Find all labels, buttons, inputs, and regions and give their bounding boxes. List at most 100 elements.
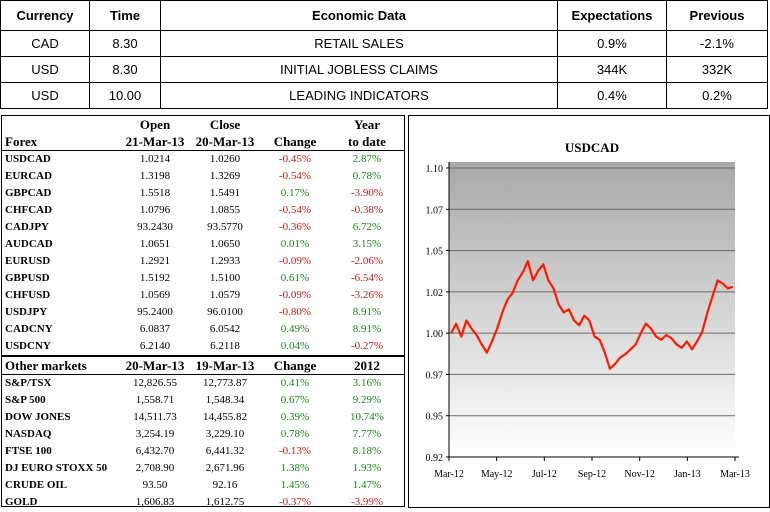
instrument-name: EURUSD: [5, 255, 51, 267]
instrument-name: CADCNY: [5, 323, 53, 335]
econ-header-expectations: Expectations: [557, 0, 667, 31]
forex-row: CADJPY 93.2430 93.5770 -0.36% 6.72%: [2, 219, 404, 236]
x-tick-label: Nov-12: [624, 469, 655, 480]
change-value: -0.80%: [278, 306, 312, 318]
instrument-name: CADJPY: [5, 221, 49, 233]
change-value: -0.36%: [278, 221, 312, 233]
forex-head-blank: [2, 116, 120, 133]
forex-row: CADCNY 6.0837 6.0542 0.49% 8.91%: [2, 321, 404, 338]
ytd-value: 0.78%: [352, 170, 382, 182]
other-market-row: S&P 500 1,558.71 1,548.34 0.67% 9.29%: [2, 392, 404, 409]
instrument-name: DOW JONES: [5, 411, 71, 423]
ytd-value: 8.91%: [352, 323, 382, 335]
forex-head-close: Close: [209, 117, 241, 132]
instrument-name: USDCNY: [5, 340, 51, 352]
usdcad-series-line: [450, 260, 734, 370]
forex-row: CHFUSD 1.0569 1.0579 -0.09% -3.26%: [2, 287, 404, 304]
ytd-value: -3.90%: [350, 187, 384, 199]
other-head-date1: 20-Mar-13: [120, 355, 190, 375]
econ-row: USD 8.30 INITIAL JOBLESS CLAIMS 344K 332K: [0, 56, 768, 83]
instrument-name: NASDAQ: [5, 428, 52, 440]
x-tick-label: Jul-12: [532, 469, 557, 480]
change-value: 0.49%: [280, 323, 310, 335]
instrument-name: S&P/TSX: [5, 377, 52, 389]
close-value: 1.0650: [209, 238, 241, 250]
instrument-name: CHFCAD: [5, 204, 53, 216]
forex-head-open-date: 21-Mar-13: [120, 133, 190, 151]
econ-time: 8.30: [89, 30, 161, 57]
instrument-name: FTSE 100: [5, 445, 52, 457]
y-axis-ticks: 1.10 1.07 1.05 1.02 1.00 0.97 0.95 0.92: [426, 164, 449, 464]
forex-head-open: Open: [139, 117, 171, 132]
forex-head-change: Change: [260, 133, 330, 151]
econ-expectations: 344K: [557, 56, 667, 83]
forex-head-close-date: 20-Mar-13: [190, 133, 260, 151]
forex-row: CHFCAD 1.0796 1.0855 -0.54% -0.38%: [2, 202, 404, 219]
change-value: -0.54%: [278, 170, 312, 182]
close-value: 93.5770: [207, 221, 243, 233]
forex-header-row-2: Forex 21-Mar-13 20-Mar-13 Change to date: [2, 133, 404, 151]
close-value: 1.5491: [209, 187, 241, 199]
forex-row: EURUSD 1.2921 1.2933 -0.09% -2.06%: [2, 253, 404, 270]
other-market-row: GOLD 1,606.83 1,612.75 -0.37% -3.99%: [2, 494, 404, 506]
ytd-value: 10.74%: [350, 411, 384, 423]
ytd-value: 6.72%: [352, 221, 382, 233]
other-market-row: DOW JONES 14,511.73 14,455.82 0.39% 10.74%: [2, 409, 404, 426]
econ-previous: 0.2%: [666, 82, 768, 109]
econ-expectations: 0.4%: [557, 82, 667, 109]
close-value: 6.0542: [209, 323, 241, 335]
close-value: 3,229.10: [205, 428, 245, 440]
open-value: 6.0837: [139, 323, 171, 335]
markets-table: Open Close Year Forex 21-Mar-13 20-Mar-1…: [2, 116, 404, 506]
econ-header-previous: Previous: [666, 0, 768, 31]
ytd-value: -6.54%: [350, 272, 384, 284]
ytd-value: 9.29%: [352, 394, 382, 406]
change-value: 0.17%: [280, 187, 310, 199]
close-value: 1.5100: [209, 272, 241, 284]
change-value: 0.67%: [280, 394, 310, 406]
econ-currency: USD: [0, 56, 90, 83]
open-value: 1.0651: [139, 238, 171, 250]
econ-header-time: Time: [89, 0, 161, 31]
forex-head-year: Year: [354, 117, 380, 132]
change-value: 0.61%: [280, 272, 310, 284]
instrument-name: USDCAD: [5, 153, 51, 165]
close-value: 96.0100: [207, 306, 243, 318]
close-value: 14,455.82: [203, 411, 247, 423]
other-market-row: DJ EURO STOXX 50 2,708.90 2,671.96 1.38% 1.9…: [2, 460, 404, 477]
other-head-year: 2012: [330, 355, 404, 375]
econ-currency: CAD: [0, 30, 90, 57]
other-head-title: Other markets: [2, 355, 120, 375]
close-value: 1.3269: [209, 170, 241, 182]
change-value: 0.04%: [280, 340, 310, 352]
close-value: 1.2933: [209, 255, 241, 267]
instrument-name: CHFUSD: [5, 289, 51, 301]
econ-time: 10.00: [89, 82, 161, 109]
change-value: 0.01%: [280, 238, 310, 250]
economic-data-table: Currency Time Economic Data Expectations…: [0, 0, 768, 109]
open-value: 93.50: [142, 479, 168, 491]
econ-row: CAD 8.30 RETAIL SALES 0.9% -2.1%: [0, 30, 768, 57]
change-value: -0.45%: [278, 153, 312, 165]
ytd-value: -0.38%: [350, 204, 384, 216]
y-tick-label: 0.92: [426, 453, 444, 464]
other-market-row: CRUDE OIL 93.50 92.16 1.45% 1.47%: [2, 477, 404, 494]
other-head-date2: 19-Mar-13: [190, 355, 260, 375]
instrument-name: GBPCAD: [5, 187, 52, 199]
change-value: 0.39%: [280, 411, 310, 423]
econ-header-data: Economic Data: [160, 0, 558, 31]
close-value: 92.16: [212, 479, 238, 491]
other-market-row: NASDAQ 3,254.19 3,229.10 0.78% 7.77%: [2, 426, 404, 443]
change-value: -0.13%: [278, 445, 312, 457]
change-value: 0.78%: [280, 428, 310, 440]
open-value: 93.2430: [137, 221, 173, 233]
close-value: 12,773.87: [203, 377, 247, 389]
ytd-value: 2.87%: [352, 153, 382, 165]
instrument-name: EURCAD: [5, 170, 53, 182]
x-tick-label: May-12: [481, 469, 513, 480]
usdcad-chart-panel: USDCAD 1.10 1.07 1.05 1.02 1.00 0.97 0.95 0.92 …: [408, 115, 770, 508]
x-tick-label: Mar-13: [720, 469, 750, 480]
econ-header-currency: Currency: [0, 0, 90, 31]
econ-previous: 332K: [666, 56, 768, 83]
forex-head-blank2: [260, 116, 330, 133]
